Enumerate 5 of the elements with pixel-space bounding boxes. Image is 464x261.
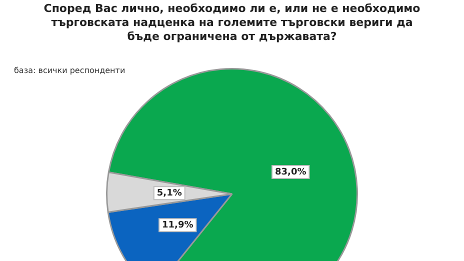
text: база: всички респонденти bbox=[14, 66, 126, 75]
data-label: 83,0% bbox=[275, 167, 306, 178]
data-label: 11,9% bbox=[162, 220, 194, 230]
data-label: 5,1% bbox=[156, 188, 182, 198]
chart-title: Според Вас лично, необходимо ли е, или не е необходимо търговската надценка на големите търговски вериги да бъде ограничена от държавата? bbox=[42, 2, 422, 44]
